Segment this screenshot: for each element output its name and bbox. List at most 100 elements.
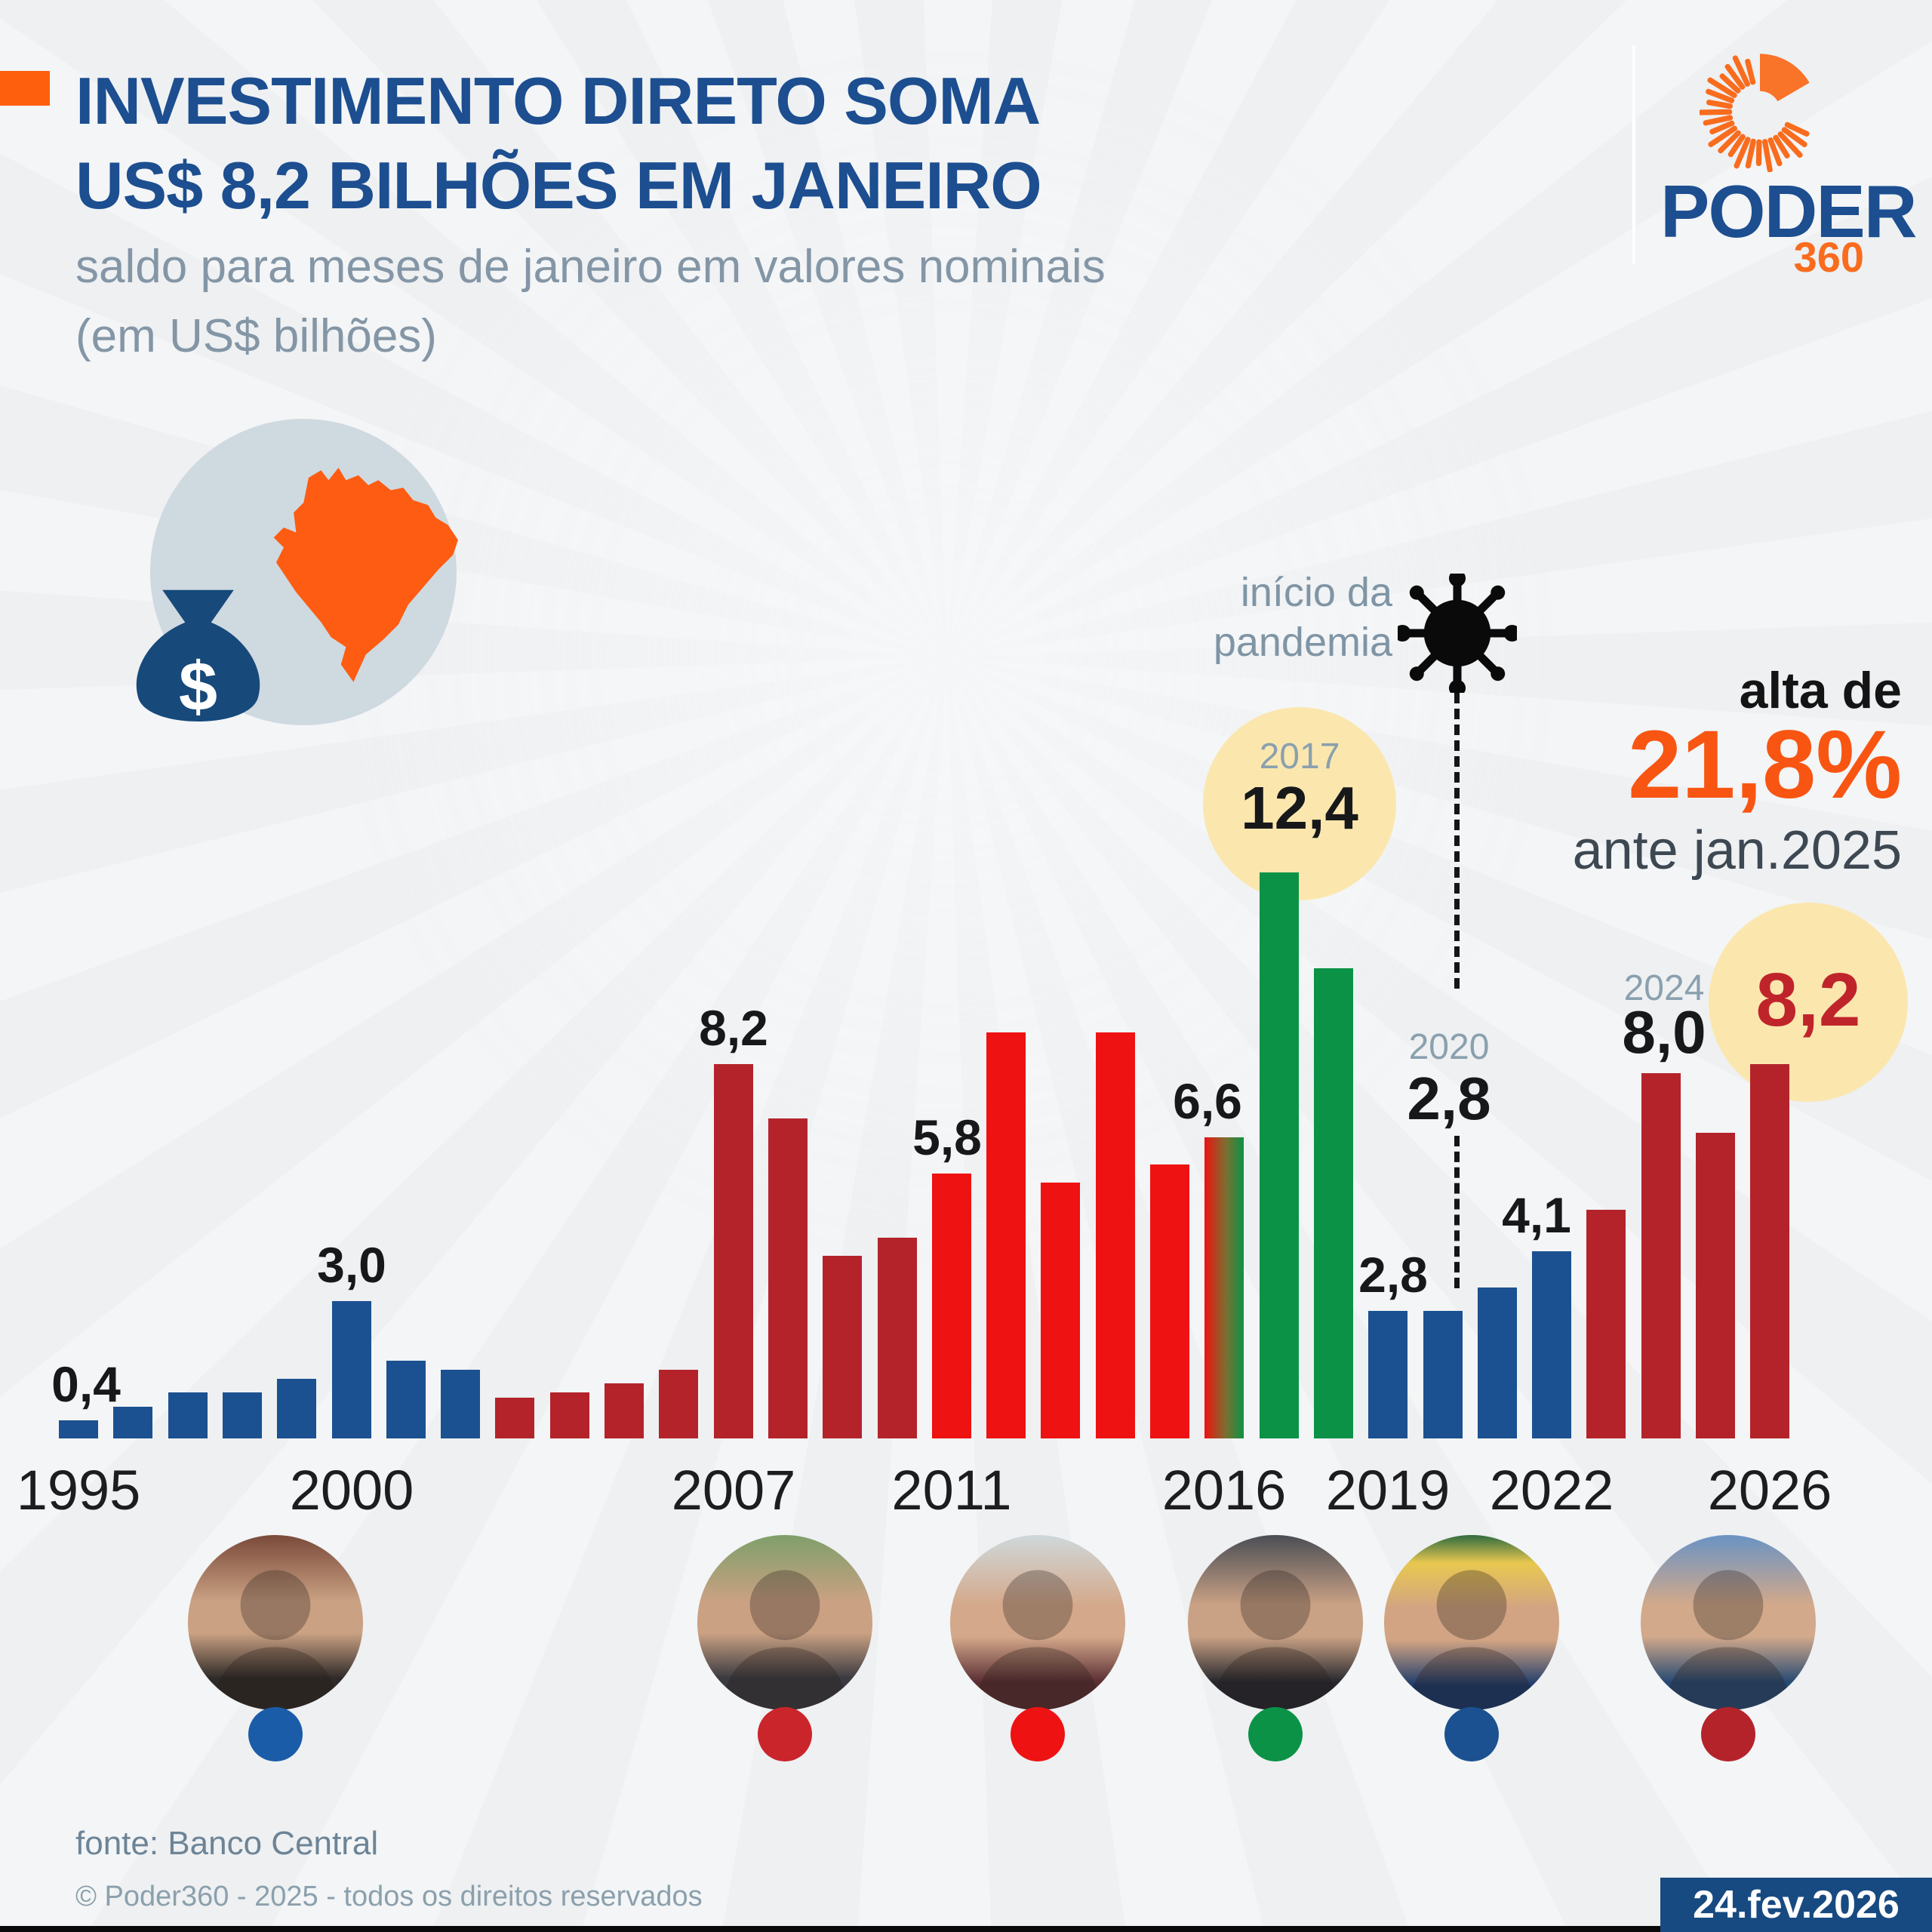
title-line-2: US$ 8,2 BILHÕES EM JANEIRO xyxy=(75,148,1042,223)
bar-2023 xyxy=(1586,1210,1626,1438)
bar-2001 xyxy=(386,1361,426,1438)
person-silhouette-icon xyxy=(1212,1570,1339,1710)
label-2020-value: 2,8 xyxy=(1407,1065,1491,1132)
delta-intro: alta de xyxy=(1739,662,1902,719)
pandemic-label: início da pandemia xyxy=(1213,570,1392,665)
brazil-map-icon xyxy=(273,467,458,682)
delta-compare: ante jan.2025 xyxy=(1572,820,1902,881)
subtitle-line-2: (em US$ bilhões) xyxy=(75,310,437,362)
page-title: INVESTIMENTO DIRETO SOMA US$ 8,2 BILHÕES… xyxy=(75,59,1042,228)
bar-2010 xyxy=(878,1238,917,1438)
bar-1996 xyxy=(113,1407,152,1438)
bar-value-label-1995: 0,4 xyxy=(51,1356,121,1412)
axis-tick-2011: 2011 xyxy=(891,1459,1012,1521)
president-photo-lula xyxy=(697,1535,872,1710)
axis-tick-2022: 2022 xyxy=(1489,1459,1614,1521)
bar-2018 xyxy=(1314,968,1353,1438)
bar-2012 xyxy=(986,1032,1026,1438)
axis-tick-2007: 2007 xyxy=(671,1459,796,1521)
bar-1995 xyxy=(59,1420,98,1438)
person-silhouette-icon xyxy=(974,1570,1101,1710)
bar-value-label-2016: 6,6 xyxy=(1173,1073,1242,1129)
pandemic-dashed-line xyxy=(1454,693,1460,989)
label-2026-value: 8,2 xyxy=(1755,958,1861,1042)
poder360-logo-suffix: 360 xyxy=(1793,233,1864,281)
bar-2016 xyxy=(1204,1137,1244,1438)
virus-icon xyxy=(1398,574,1517,693)
president-photo-temer xyxy=(1188,1535,1363,1710)
bar-2000 xyxy=(332,1301,371,1438)
money-bag-icon xyxy=(136,589,260,721)
person-silhouette-icon xyxy=(721,1570,848,1710)
accent-square xyxy=(0,71,50,106)
copyright-note: © Poder360 - 2025 - todos os direitos re… xyxy=(75,1881,703,1912)
bar-2004 xyxy=(550,1392,589,1438)
person-silhouette-icon xyxy=(212,1570,339,1710)
bar-2021 xyxy=(1478,1287,1517,1438)
bar-2013 xyxy=(1041,1183,1080,1438)
logo-divider xyxy=(1632,45,1635,264)
date-badge: 24.fev.2026 xyxy=(1660,1878,1932,1932)
page-subtitle: saldo para meses de janeiro em valores n… xyxy=(75,232,1106,371)
president-photo-fhc xyxy=(188,1535,363,1710)
party-color-dot-fhc xyxy=(248,1707,303,1761)
bar-2014 xyxy=(1096,1032,1135,1438)
axis-tick-2016: 2016 xyxy=(1161,1459,1287,1521)
axis-tick-2000: 2000 xyxy=(289,1459,414,1521)
bar-2005 xyxy=(605,1383,644,1438)
bar-2025 xyxy=(1696,1133,1735,1438)
label-2024-year: 2024 xyxy=(1623,968,1705,1008)
president-photo-lula-2023 xyxy=(1641,1535,1816,1710)
poder360-logo-icon xyxy=(1700,54,1810,172)
highlight-circle-2026 xyxy=(1709,903,1908,1102)
delta-value: 21,8% xyxy=(1628,711,1902,819)
person-silhouette-icon xyxy=(1665,1570,1792,1710)
president-photo-dilma xyxy=(950,1535,1125,1710)
party-color-dot-bolsonaro xyxy=(1444,1707,1499,1761)
bar-2022 xyxy=(1532,1251,1571,1438)
label-2017-year: 2017 xyxy=(1259,737,1340,777)
bar-2011 xyxy=(932,1174,971,1438)
bar-2003 xyxy=(495,1398,534,1438)
label-2020-year: 2020 xyxy=(1408,1027,1490,1067)
subtitle-line-1: saldo para meses de janeiro em valores n… xyxy=(75,241,1106,293)
bar-1997 xyxy=(168,1392,208,1438)
bar-2015 xyxy=(1150,1164,1189,1438)
bar-2008 xyxy=(768,1118,808,1438)
party-color-dot-lula-2023 xyxy=(1701,1707,1755,1761)
bar-2002 xyxy=(441,1370,480,1438)
person-silhouette-icon xyxy=(1408,1570,1535,1710)
axis-tick-2019: 2019 xyxy=(1325,1459,1451,1521)
bar-2009 xyxy=(823,1256,862,1438)
bar-value-label-2000: 3,0 xyxy=(317,1237,386,1293)
bar-value-label-2022: 4,1 xyxy=(1502,1187,1571,1243)
source-note: fonte: Banco Central xyxy=(75,1825,379,1862)
bar-2020 xyxy=(1423,1311,1463,1438)
bar-1999 xyxy=(277,1379,316,1438)
axis-tick-2026: 2026 xyxy=(1707,1459,1832,1521)
bar-2019 xyxy=(1368,1311,1407,1438)
bar-1998 xyxy=(223,1392,262,1438)
highlight-circle-2017 xyxy=(1203,707,1396,900)
label-2017-value: 12,4 xyxy=(1241,774,1358,841)
president-photo-bolsonaro xyxy=(1384,1535,1559,1710)
bottom-border xyxy=(0,1926,1932,1932)
dollar-sign: $ xyxy=(178,648,218,725)
axis-tick-1995: 1995 xyxy=(16,1459,141,1521)
title-line-1: INVESTIMENTO DIRETO SOMA xyxy=(75,63,1041,138)
label-2024-value: 8,0 xyxy=(1622,998,1706,1066)
bar-2017 xyxy=(1260,872,1299,1438)
party-color-dot-temer xyxy=(1248,1707,1303,1761)
bar-2024 xyxy=(1641,1073,1681,1438)
party-color-dot-lula xyxy=(758,1707,812,1761)
bar-value-label-2007: 8,2 xyxy=(699,1000,768,1056)
bar-2026 xyxy=(1750,1064,1789,1438)
party-color-dot-dilma xyxy=(1011,1707,1065,1761)
bar-2007 xyxy=(714,1064,753,1438)
bar-value-label-2011: 5,8 xyxy=(912,1109,982,1165)
bar-2006 xyxy=(659,1370,698,1438)
bar-value-label-2019: 2,8 xyxy=(1358,1247,1428,1303)
pandemic-dashed-line-lower xyxy=(1454,1136,1460,1288)
